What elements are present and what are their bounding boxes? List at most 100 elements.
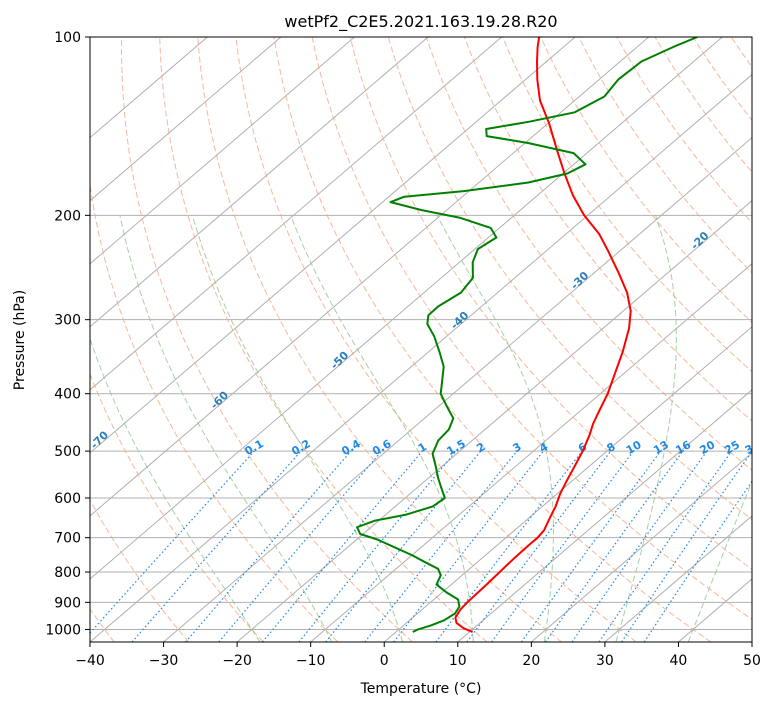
dry-adiabat — [120, 37, 413, 642]
mixing-ratio-label: 1.5 — [444, 437, 467, 458]
y-axis-label: Pressure (hPa) — [12, 290, 28, 390]
mixing-ratio-line — [491, 450, 634, 642]
isotherm-line — [383, 326, 752, 642]
dry-adiabat — [197, 37, 562, 642]
x-tick-label: −40 — [75, 653, 105, 669]
isotherm-line — [90, 37, 208, 139]
mixing-ratio-label: 1 — [416, 440, 429, 455]
dry-adiabat — [540, 37, 752, 324]
mixing-ratio-line — [521, 450, 662, 642]
isotherm-line — [90, 73, 752, 642]
mixing-ratio-line — [364, 450, 518, 642]
dry-adiabat — [464, 37, 752, 422]
isotherm-line — [604, 515, 752, 642]
mixing-ratio-label: 20 — [698, 438, 718, 457]
isotherm-label: -40 — [448, 309, 471, 332]
mixing-ratio-label: 2 — [474, 440, 487, 455]
dewpoint-line — [356, 37, 698, 633]
chart-title: wetPf2_C2E5.2021.163.19.28.R20 — [284, 12, 557, 32]
dry-adiabat — [273, 37, 712, 642]
mixing-ratio-line — [466, 450, 612, 642]
mixing-ratio-label: 3 — [511, 440, 524, 455]
dry-adiabat — [90, 499, 190, 642]
isotherm-line — [678, 578, 752, 642]
mixing-ratio-line — [393, 450, 544, 642]
mixing-ratio-line — [218, 450, 383, 642]
dry-adiabat — [769, 37, 775, 642]
moist-adiabat — [436, 215, 555, 642]
isotherm-line — [90, 37, 282, 202]
mixing-ratio-label: 30 — [743, 438, 763, 457]
mixing-ratio-label: 0.2 — [289, 437, 312, 458]
plot-frame — [89, 36, 753, 643]
mixing-ratio-label: 10 — [624, 438, 644, 457]
dry-adiabat — [90, 182, 339, 642]
y-tick-label: 700 — [54, 531, 81, 547]
y-tick-label: 100 — [54, 30, 81, 46]
mixing-ratio-label: 0.4 — [339, 437, 363, 458]
isotherm-label: -60 — [208, 388, 231, 411]
isotherm-line — [457, 389, 752, 642]
isotherm-line — [90, 37, 355, 265]
y-tick-label: 500 — [54, 444, 81, 460]
mixing-ratio-label: 36 — [764, 438, 775, 457]
isotherm-line — [90, 37, 723, 580]
isotherm-label: -50 — [328, 348, 351, 371]
x-tick-label: −20 — [222, 653, 252, 669]
y-tick-label: 900 — [54, 595, 81, 611]
moist-adiabat — [687, 480, 752, 642]
mixing-ratio-label: 25 — [722, 438, 742, 457]
dry-adiabat — [349, 37, 752, 570]
mixing-ratio-line — [621, 450, 752, 642]
temperature-line — [454, 37, 632, 633]
y-tick-label: 600 — [54, 491, 81, 507]
mixing-ratio-label: 4 — [537, 440, 550, 455]
mixing-ratio-line — [298, 450, 457, 642]
isotherm-line — [90, 37, 429, 328]
isotherm-line — [90, 37, 650, 517]
y-tick-label: 800 — [54, 565, 81, 581]
moist-adiabat — [615, 215, 677, 642]
isotherm-line — [236, 200, 752, 642]
dry-adiabat — [311, 37, 752, 620]
x-tick-label: 40 — [670, 653, 688, 669]
y-tick-label: 200 — [54, 208, 81, 224]
isotherm-line — [531, 452, 752, 642]
isotherm-line — [90, 37, 502, 391]
dry-adiabat — [578, 37, 752, 274]
dry-adiabat — [90, 372, 264, 642]
moist-adiabat — [119, 215, 333, 642]
isotherm-label: -70 — [88, 428, 111, 451]
mixing-ratio-line — [131, 450, 302, 642]
y-tick-label: 300 — [54, 313, 81, 329]
mixing-ratio-label: 8 — [605, 440, 618, 455]
mixing-ratio-line — [545, 450, 684, 642]
mixing-ratio-line — [598, 450, 733, 642]
x-tick-label: 20 — [522, 653, 540, 669]
y-tick-label: 400 — [54, 387, 81, 403]
isotherm-line — [90, 37, 576, 454]
mixing-ratio-line — [262, 450, 423, 642]
x-tick-label: −30 — [149, 653, 179, 669]
dry-adiabat — [654, 37, 752, 173]
mixing-ratio-line — [571, 450, 708, 642]
x-tick-label: 30 — [596, 653, 614, 669]
x-tick-label: 0 — [380, 653, 389, 669]
y-tick-label: 1000 — [45, 622, 81, 638]
dry-adiabat — [425, 37, 752, 471]
isotherm-line — [751, 641, 752, 642]
mixing-ratio-label: 0.1 — [243, 437, 266, 458]
mixing-ratio-line — [643, 480, 752, 642]
mixing-ratio-label: 0.6 — [370, 437, 394, 458]
dry-adiabat — [692, 37, 752, 121]
moist-adiabat — [191, 215, 404, 642]
moist-adiabat — [289, 215, 474, 642]
moist-adiabat — [90, 337, 261, 642]
x-axis-label: Temperature (°C) — [360, 681, 482, 697]
x-tick-label: 50 — [743, 653, 761, 669]
x-tick-label: −10 — [296, 653, 326, 669]
mixing-ratio-line — [185, 450, 352, 642]
mixing-ratio-line — [90, 450, 255, 634]
x-tick-label: 10 — [449, 653, 467, 669]
